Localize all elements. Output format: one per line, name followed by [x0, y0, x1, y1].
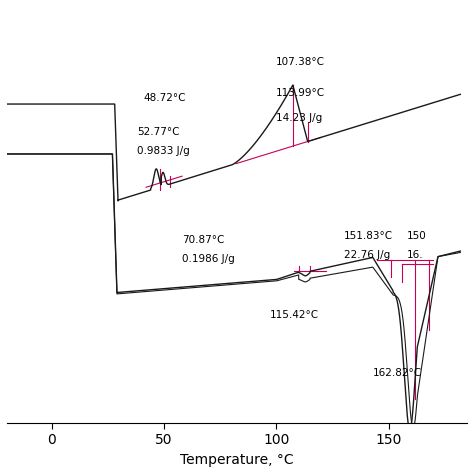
- Text: 52.77°C: 52.77°C: [137, 127, 180, 137]
- Text: 48.72°C: 48.72°C: [144, 93, 186, 103]
- Text: 151.83°C: 151.83°C: [344, 230, 393, 241]
- X-axis label: Temperature, °C: Temperature, °C: [180, 453, 294, 467]
- Text: 107.38°C: 107.38°C: [276, 57, 325, 67]
- Text: 150: 150: [407, 230, 426, 241]
- Text: 115.42°C: 115.42°C: [270, 310, 319, 319]
- Text: 16.: 16.: [407, 250, 423, 260]
- Text: 113.99°C: 113.99°C: [276, 88, 326, 98]
- Text: 162.82°C: 162.82°C: [373, 368, 422, 378]
- Text: 0.9833 J/g: 0.9833 J/g: [137, 146, 190, 156]
- Text: 22.76 J/g: 22.76 J/g: [344, 250, 390, 260]
- Text: 0.1986 J/g: 0.1986 J/g: [182, 254, 235, 264]
- Text: 14.23 J/g: 14.23 J/g: [276, 113, 322, 123]
- Text: 70.87°C: 70.87°C: [182, 235, 224, 245]
